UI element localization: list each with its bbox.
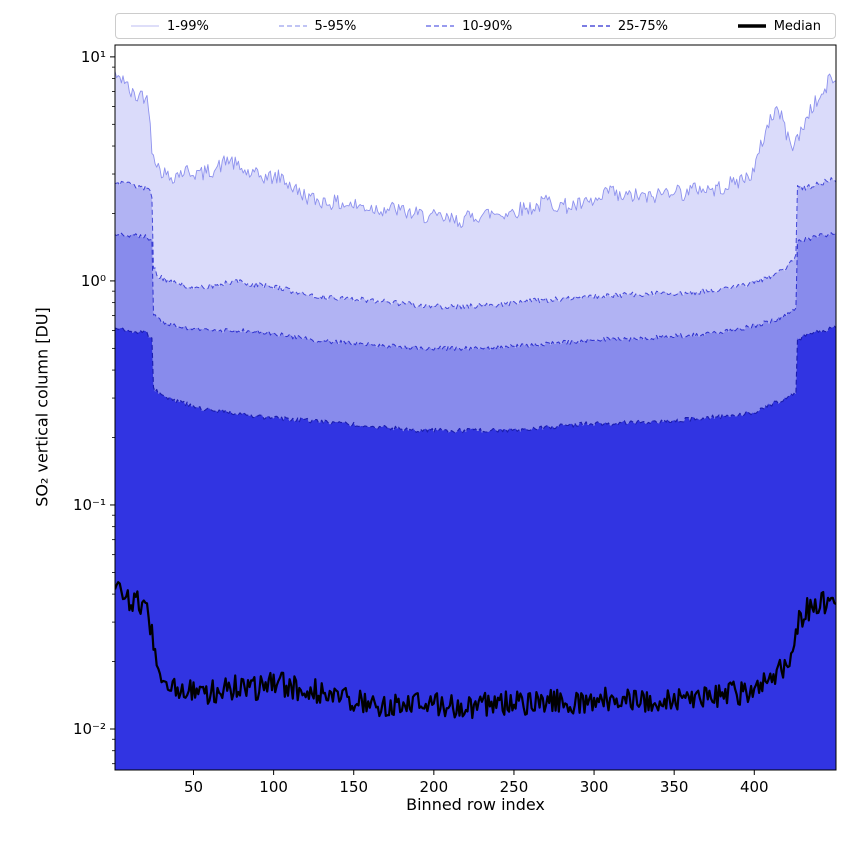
legend-line-sample-icon	[426, 25, 455, 27]
y-tick-label: 10⁻¹	[73, 496, 106, 514]
y-tick-label: 10⁻²	[73, 720, 106, 738]
line-p95	[115, 177, 836, 310]
legend-label: Median	[773, 18, 821, 34]
legend: 1-99% 5-95% 10-90% 25-75% Median	[115, 13, 836, 39]
y-axis-label: SO₂ vertical column [DU]	[32, 307, 52, 507]
legend-item-5-95-: 5-95%	[278, 18, 357, 34]
x-tick-label: 350	[660, 778, 689, 796]
band-p75-bottom	[115, 326, 836, 770]
x-tick-label: 400	[740, 778, 769, 796]
plot-spines	[114, 44, 837, 771]
legend-line-sample-icon	[278, 25, 307, 27]
legend-item-10-90-: 10-90%	[425, 19, 512, 34]
line-p99	[115, 70, 836, 229]
legend-label: 25-75%	[617, 18, 669, 34]
legend-item-1-99-: 1-99%	[130, 19, 209, 34]
line-p90	[115, 231, 836, 352]
x-tick-label: 250	[500, 778, 529, 796]
legend-item-median: Median	[737, 19, 821, 34]
plot-group	[115, 70, 836, 770]
band-p95-p90	[115, 177, 836, 351]
x-axis-label: Binned row index	[406, 795, 545, 814]
x-tick-label: 200	[420, 778, 449, 796]
legend-line-sample-icon	[581, 25, 610, 27]
legend-line-sample-icon	[131, 25, 159, 27]
x-tick-label: 150	[339, 778, 368, 796]
legend-label: 5-95%	[314, 18, 357, 34]
legend-line-sample-icon	[737, 24, 766, 28]
median-line	[115, 581, 836, 720]
legend-item-25-75-: 25-75%	[581, 19, 668, 34]
x-tick-label: 100	[259, 778, 288, 796]
band-p90-p75	[115, 232, 836, 433]
y-tick-label: 10⁰	[81, 272, 106, 290]
legend-label: 10-90%	[462, 18, 513, 34]
x-tick-label: 300	[580, 778, 609, 796]
legend-label: 1-99%	[167, 18, 209, 34]
line-p75	[115, 325, 836, 434]
y-tick-label: 10¹	[81, 48, 106, 66]
band-p99-p95	[115, 71, 836, 309]
x-tick-label: 50	[184, 778, 203, 796]
